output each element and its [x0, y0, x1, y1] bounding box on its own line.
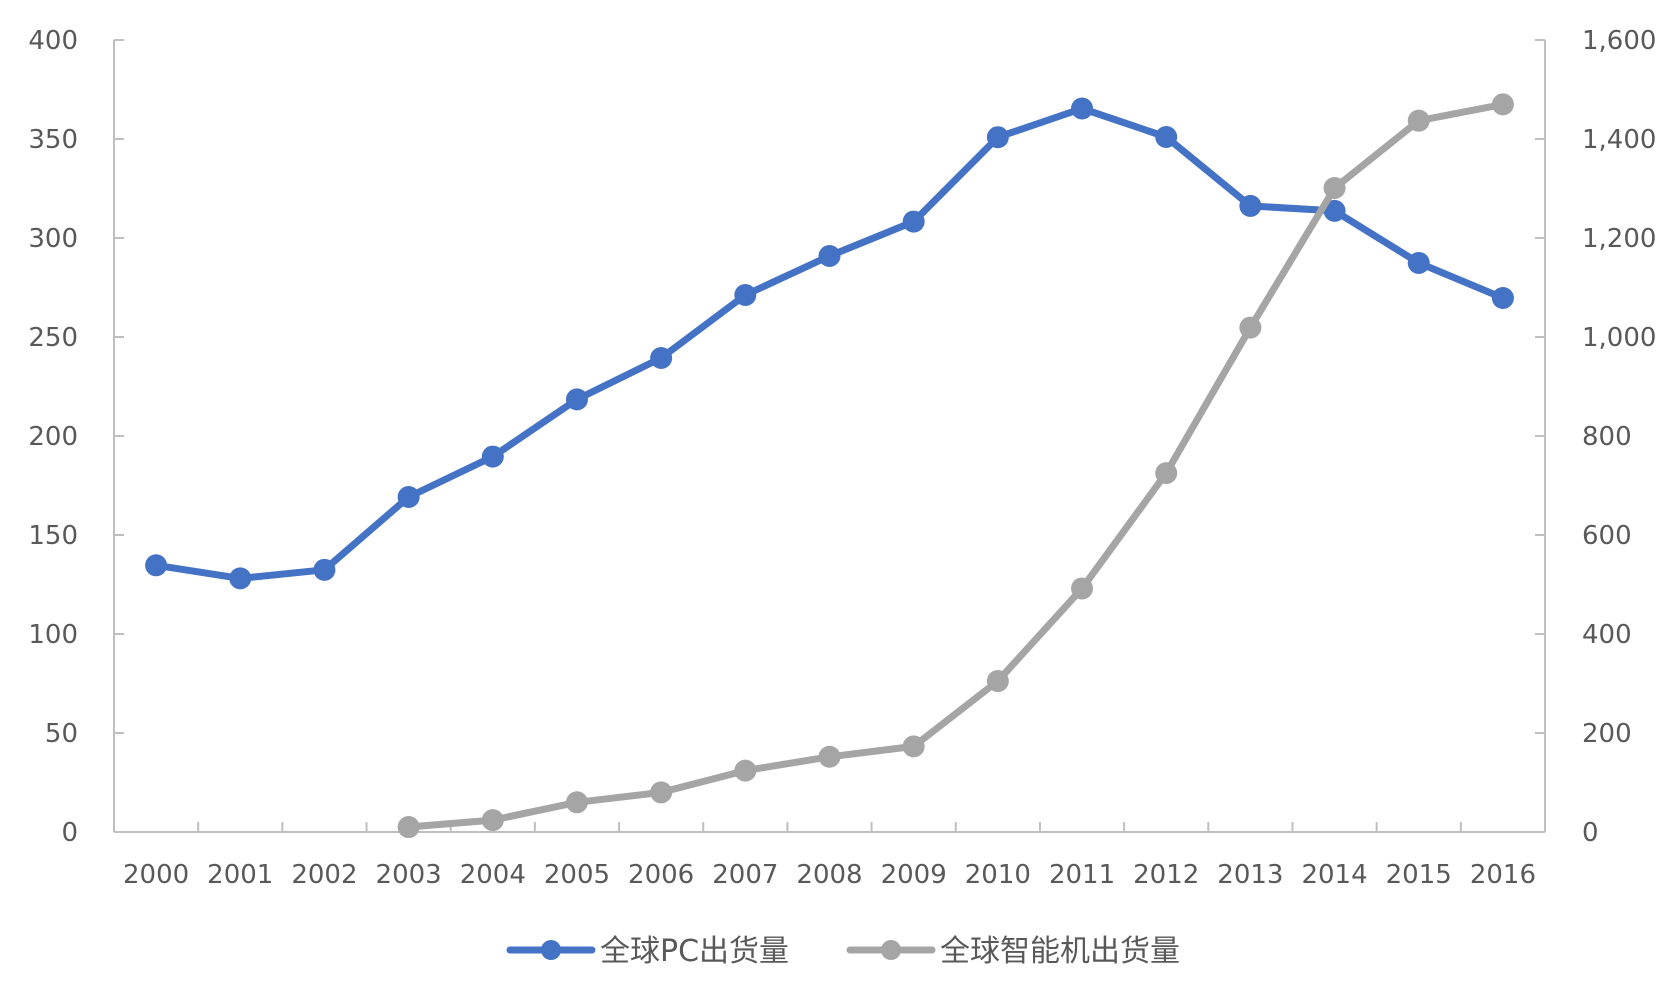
x-tick-label: 2008 [796, 860, 862, 890]
series-1-point [565, 388, 588, 411]
series-1-point [1323, 199, 1346, 222]
series-1-point [1407, 251, 1430, 274]
left-y-tick-label: 0 [61, 818, 78, 848]
series-1-point [902, 210, 925, 233]
series-2-point [1239, 316, 1262, 339]
x-tick-label: 2006 [628, 860, 694, 890]
series-2-point [902, 735, 925, 758]
x-tick-label: 2015 [1386, 860, 1452, 890]
series-1-point [481, 445, 504, 468]
series-2-point [986, 670, 1009, 693]
series-2-point [1155, 462, 1178, 485]
left-y-tick-label: 350 [28, 125, 78, 155]
legend-swatch-marker [541, 940, 561, 960]
left-y-tick-label: 50 [45, 719, 78, 749]
series-2-point [481, 809, 504, 832]
series-1-point [986, 126, 1009, 149]
x-tick-label: 2013 [1217, 860, 1283, 890]
series-1 [145, 97, 1514, 590]
x-tick-label: 2003 [376, 860, 442, 890]
series-1-point [229, 567, 252, 590]
left-y-tick-label: 300 [28, 224, 78, 254]
left-y-tick-label: 150 [28, 521, 78, 551]
left-y-tick-label: 100 [28, 620, 78, 650]
x-tick-label: 2011 [1049, 860, 1115, 890]
x-tick-label: 2010 [965, 860, 1031, 890]
legend-item-2: 全球智能机出货量 [846, 934, 1180, 969]
right-y-tick-label: 200 [1582, 719, 1632, 749]
series-1-line [152, 105, 1507, 582]
x-tick-label: 2014 [1301, 860, 1367, 890]
x-tick-label: 2001 [207, 860, 273, 890]
right-y-tick-label: 1,600 [1582, 26, 1656, 56]
series-1-point [313, 558, 336, 581]
left-y-tick-label: 250 [28, 323, 78, 353]
series-1-point [1239, 194, 1262, 217]
left-y-tick-label: 400 [28, 26, 78, 56]
x-tick-label: 2000 [123, 860, 189, 890]
axes: 0 50 100 150 200 250 300 350 400 0 200 400 600 800 1,0… [28, 26, 1656, 890]
x-tick-label: 2009 [881, 860, 947, 890]
series-2-point [397, 816, 420, 839]
legend-label: 全球智能机出货量 [940, 934, 1180, 969]
x-tick-label: 2005 [544, 860, 610, 890]
series-2-point [650, 781, 673, 804]
x-tick-label: 2016 [1470, 860, 1536, 890]
series-1-point [145, 554, 168, 577]
series-2-point [1071, 577, 1094, 600]
right-y-tick-label: 1,000 [1582, 323, 1656, 353]
right-y-tick-label: 600 [1582, 521, 1632, 551]
series-2-point [1407, 109, 1430, 132]
legend-item-1: 全球PC出货量 [506, 934, 789, 969]
series-2 [397, 93, 1514, 839]
x-tick-label: 2002 [291, 860, 357, 890]
right-y-tick-label: 400 [1582, 620, 1632, 650]
series-2-point [734, 759, 757, 782]
x-tick-label: 2012 [1133, 860, 1199, 890]
series-1-point [734, 284, 757, 307]
series-1-point [818, 245, 841, 268]
right-y-tick-label: 1,400 [1582, 125, 1656, 155]
left-y-tick-label: 200 [28, 422, 78, 452]
series-2-point [565, 791, 588, 814]
series-1-point [1491, 286, 1514, 309]
legend: 全球PC出货量 全球智能机出货量 [506, 934, 1180, 969]
legend-label: 全球PC出货量 [600, 934, 789, 969]
series-1-point [1071, 97, 1094, 120]
series-2-point [818, 745, 841, 768]
series-1-point [397, 485, 420, 508]
right-y-tick-label: 1,200 [1582, 224, 1656, 254]
series-1-point [1155, 126, 1178, 149]
series-2-point [1491, 93, 1514, 116]
right-y-tick-label: 0 [1582, 818, 1599, 848]
x-tick-label: 2004 [460, 860, 526, 890]
series-2-line [405, 100, 1507, 831]
right-y-tick-label: 800 [1582, 422, 1632, 452]
legend-swatch-marker [881, 940, 901, 960]
series-2-point [1323, 177, 1346, 200]
series-1-point [650, 346, 673, 369]
x-tick-label: 2007 [712, 860, 778, 890]
series-layer [145, 93, 1514, 839]
